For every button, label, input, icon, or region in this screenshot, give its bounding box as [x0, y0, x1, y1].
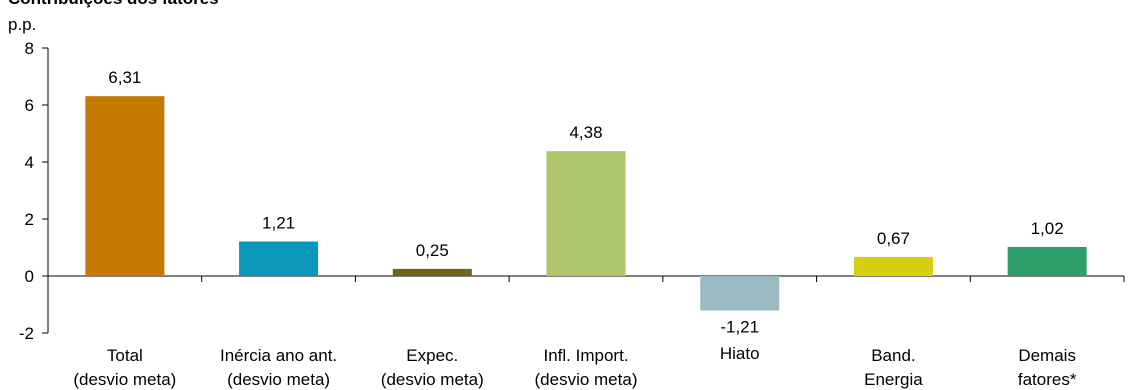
x-category-label: Band.: [871, 346, 915, 365]
bar: [392, 268, 472, 276]
category-labels: Total (desvio meta) Inércia ano ant. (desvi…: [73, 344, 1076, 389]
x-category-label: Infl. Import.: [543, 346, 628, 365]
y-tick-label: 2: [25, 210, 34, 229]
y-tick-label: 4: [25, 153, 34, 172]
bar-value-label: 1,02: [1031, 219, 1064, 238]
x-category-label: Demais: [1018, 346, 1076, 365]
bar-value-label: 0,67: [877, 229, 910, 248]
bar: [239, 241, 319, 276]
bar: [1007, 246, 1087, 276]
y-tick-label: 8: [25, 39, 34, 58]
y-tick-label: 6: [25, 96, 34, 115]
bar: [546, 151, 626, 276]
x-category-label: (desvio meta): [381, 370, 484, 389]
bar-value-label: 1,21: [262, 214, 295, 233]
bars: [85, 96, 1087, 311]
x-category-label: (desvio meta): [227, 370, 330, 389]
bar-value-label: 6,31: [108, 68, 141, 87]
x-category-label: (desvio meta): [535, 370, 638, 389]
chart-title: Contribuições dos fatores: [8, 0, 219, 8]
y-axis-unit-label: p.p.: [8, 15, 36, 34]
y-tick-label: -2: [19, 324, 34, 343]
bar: [85, 96, 165, 276]
x-category-label: Expec.: [406, 346, 458, 365]
axes: -2 0 2 4 6 8: [19, 39, 1125, 343]
bar: [853, 256, 933, 276]
x-category-label: fatores*: [1018, 370, 1077, 389]
data-labels: 6,31 1,21 0,25 4,38 -1,21 0,67 1,02: [108, 68, 1063, 336]
x-category-label: (desvio meta): [73, 370, 176, 389]
bar: [700, 276, 780, 311]
bar-value-label: 0,25: [416, 241, 449, 260]
x-category-label: Hiato: [720, 344, 760, 363]
bar-value-label: 4,38: [569, 123, 602, 142]
bar-value-label: -1,21: [720, 317, 759, 336]
x-category-label: Total: [107, 346, 143, 365]
x-category-label: Energia: [864, 370, 923, 389]
x-category-label: Inércia ano ant.: [220, 346, 337, 365]
y-tick-label: 0: [25, 267, 34, 286]
